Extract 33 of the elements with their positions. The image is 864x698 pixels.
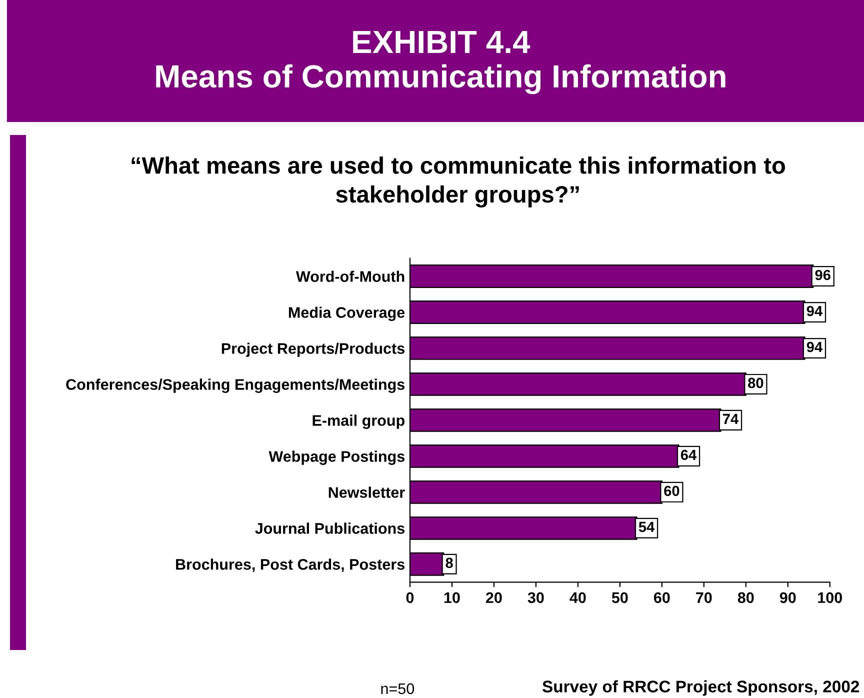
y-tick-label: Webpage Postings xyxy=(268,450,404,465)
y-tick-label: Project Reports/Products xyxy=(222,342,404,357)
text: n=50 xyxy=(381,683,414,694)
x-tick-label: 80 xyxy=(738,592,754,604)
x-tick-label: 100 xyxy=(818,592,842,604)
x-tick-label: 90 xyxy=(780,592,796,604)
data-label: 60 xyxy=(664,486,680,496)
y-tick-label: Journal Publications xyxy=(255,522,404,534)
data-label: 54 xyxy=(638,522,655,532)
y-tick-label: Conferences/Speaking Engagements/Meetings xyxy=(66,378,405,393)
chart-title: EXHIBIT 4.4 Means of Communicating Information xyxy=(156,31,726,94)
data-label: 96 xyxy=(815,270,830,280)
x-tick-label: 30 xyxy=(528,592,544,604)
data-label: 74 xyxy=(723,414,739,424)
x-tick-label: 10 xyxy=(444,592,460,604)
text: Survey of RRCC Project Sponsors, 2002 xyxy=(542,680,860,696)
y-tick-label: Word-of-Mouth xyxy=(296,270,404,282)
data-label: 64 xyxy=(680,450,697,460)
data-label: 94 xyxy=(806,306,822,316)
x-tick-label: 70 xyxy=(696,592,712,604)
x-tick-label: 20 xyxy=(486,592,502,604)
x-tick-label: 40 xyxy=(570,592,586,604)
y-tick-label: E-mail group xyxy=(312,414,404,429)
x-tick-label: 60 xyxy=(654,592,670,604)
y-tick-label: Media Coverage xyxy=(288,306,405,322)
data-label: 94 xyxy=(806,342,822,352)
data-label: 80 xyxy=(748,378,764,388)
x-tick-label: 50 xyxy=(612,592,628,604)
x-tick-label: 0 xyxy=(406,592,414,604)
y-tick-label: Newsletter xyxy=(328,486,405,498)
y-tick-label: Brochures, Post Cards, Posters xyxy=(176,558,404,572)
data-label: 8 xyxy=(446,558,453,568)
chart-subtitle: “What means are used to communicate this information to stakeholder groups?” xyxy=(132,156,785,208)
